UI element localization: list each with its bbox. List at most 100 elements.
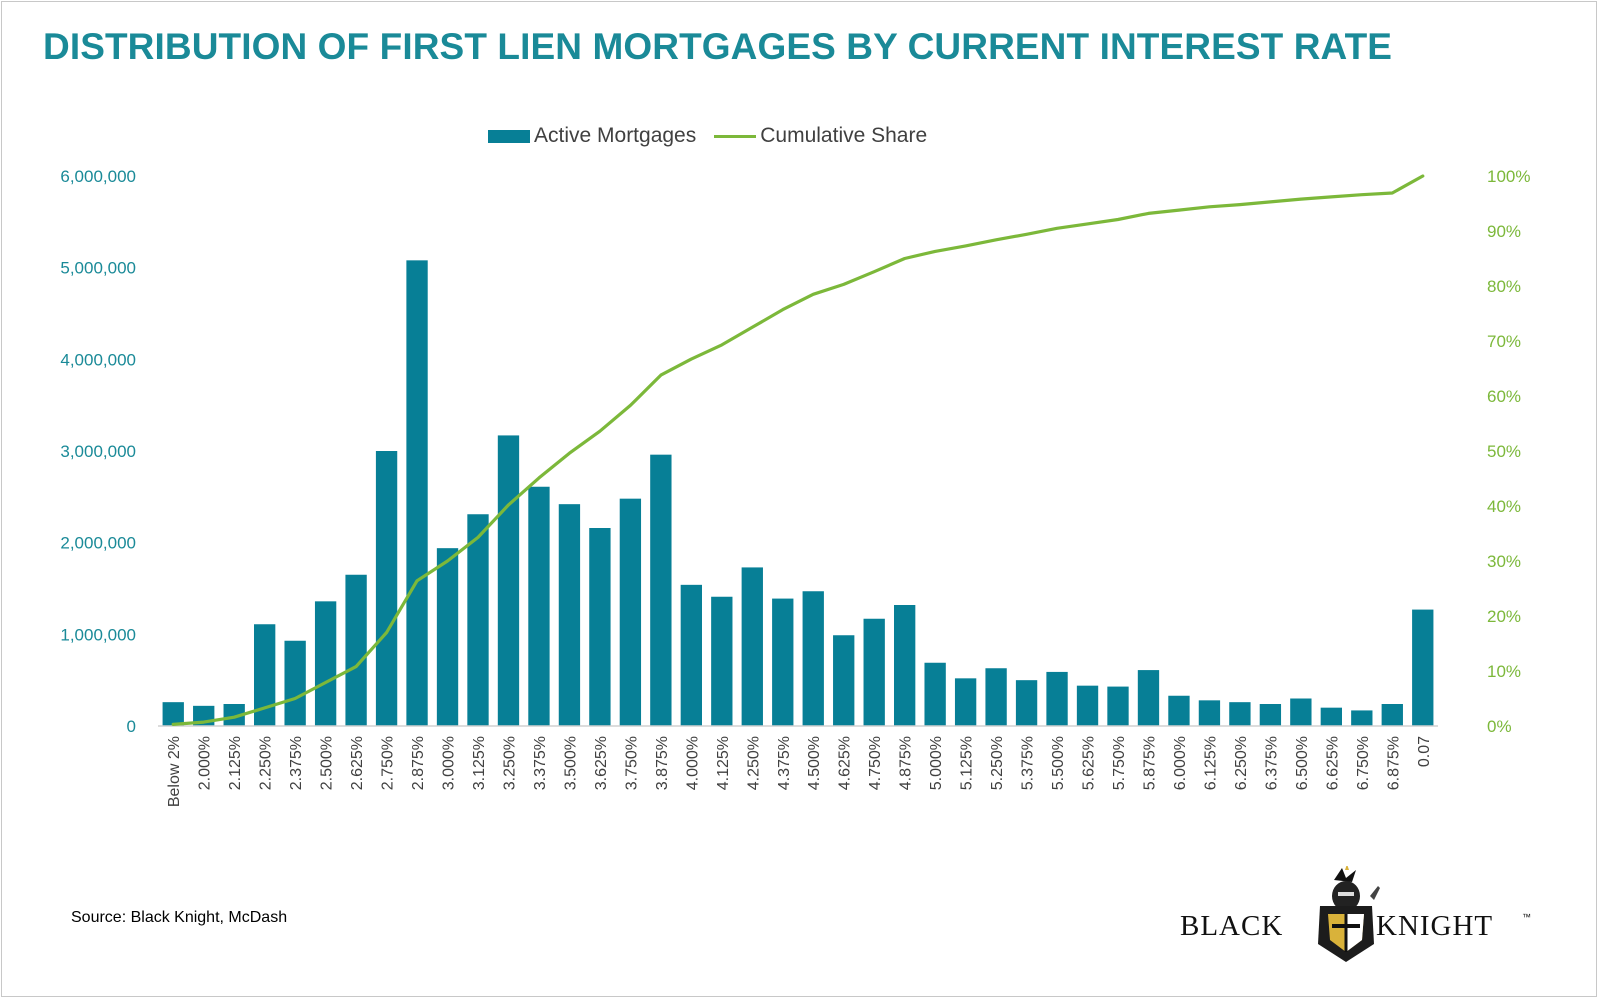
bar <box>467 514 489 726</box>
x-tick-label: 3.000% <box>441 736 458 790</box>
y-right-tick-label: 70% <box>1487 332 1521 351</box>
legend: Active Mortgages Cumulative Share <box>488 121 945 151</box>
legend-label-active-mortgages: Active Mortgages <box>534 124 697 147</box>
cumulative-share-line <box>171 174 1425 727</box>
bar <box>772 598 794 726</box>
x-tick-label: 5.000% <box>928 736 945 790</box>
bar <box>497 435 520 726</box>
x-tick-label: 6.125% <box>1202 736 1219 790</box>
bar <box>558 504 581 726</box>
y-right-tick-label: 0% <box>1487 717 1512 736</box>
x-tick-label: 3.750% <box>623 736 640 790</box>
x-tick-label: 0.07 <box>1416 736 1433 767</box>
bar <box>1229 702 1251 726</box>
bar <box>314 601 337 726</box>
x-tick-label: 3.500% <box>562 736 579 790</box>
bar <box>1076 685 1099 726</box>
legend-item-active-mortgages: Active Mortgages <box>488 124 696 148</box>
y-right-tick-label: 50% <box>1487 442 1521 461</box>
bar <box>406 260 428 726</box>
bar <box>223 704 245 726</box>
x-tick-label: 5.125% <box>959 736 976 790</box>
x-tick-label: 6.375% <box>1263 736 1280 790</box>
y-right-tick-label: 20% <box>1487 607 1521 626</box>
x-tick-label: 5.500% <box>1050 736 1067 790</box>
bar <box>894 605 916 726</box>
bar <box>1107 686 1129 726</box>
bar <box>589 528 611 726</box>
bar <box>1046 671 1068 726</box>
x-tick-label: 6.250% <box>1233 736 1250 790</box>
x-tick-label: 6.625% <box>1324 736 1341 790</box>
x-tick-label: 4.750% <box>867 736 884 790</box>
x-tick-label: 2.625% <box>349 736 366 790</box>
x-tick-label: 2.750% <box>380 736 397 790</box>
bar <box>284 640 306 726</box>
y-left-tick-label: 4,000,000 <box>60 350 136 369</box>
x-tick-label: 5.250% <box>989 736 1006 790</box>
x-tick-label: 5.625% <box>1081 736 1098 790</box>
x-tick-label: 3.375% <box>532 736 549 790</box>
bar <box>711 596 733 726</box>
bar <box>680 584 702 726</box>
bar <box>1412 609 1434 726</box>
logo-word-left: BLACK <box>1180 910 1284 942</box>
bar <box>985 668 1007 726</box>
x-tick-label: 5.375% <box>1020 736 1037 790</box>
logo-trademark: ™ <box>1522 912 1531 922</box>
y-right-tick-label: 10% <box>1487 662 1521 681</box>
bar <box>833 635 855 726</box>
bar <box>1320 707 1342 726</box>
x-tick-label: 5.750% <box>1111 736 1128 790</box>
y-right-tick-label: 60% <box>1487 387 1521 406</box>
legend-swatch-line <box>714 134 757 138</box>
y-left-tick-label: 3,000,000 <box>60 442 136 461</box>
source-note: Source: Black Knight, McDash <box>71 909 288 926</box>
bar <box>1198 700 1221 726</box>
bar <box>741 567 763 726</box>
y-right-tick-label: 90% <box>1487 222 1521 241</box>
x-tick-label: 2.250% <box>258 736 275 790</box>
bar <box>1259 704 1282 726</box>
legend-label-cumulative-share: Cumulative Share <box>760 124 928 147</box>
y-left-tick-label: 0 <box>127 717 136 736</box>
bar <box>254 624 276 726</box>
x-tick-label: 4.250% <box>745 736 762 790</box>
bar <box>375 451 398 726</box>
x-tick-label: 6.875% <box>1385 736 1402 790</box>
y-right-tick-label: 100% <box>1487 167 1530 186</box>
y-left-tick-label: 5,000,000 <box>60 259 136 278</box>
x-tick-label: 6.500% <box>1294 736 1311 790</box>
x-tick-label: 4.500% <box>806 736 823 790</box>
x-tick-label: 4.875% <box>898 736 915 790</box>
y-left-tick-label: 2,000,000 <box>60 534 136 553</box>
bar <box>802 591 824 726</box>
bar <box>528 486 550 726</box>
black-knight-logo: BLACK KNIGHT ™ <box>1180 866 1540 966</box>
bar <box>436 548 459 726</box>
chart-title: DISTRIBUTION OF FIRST LIEN MORTGAGES BY … <box>43 26 1393 67</box>
x-tick-label: Below 2% <box>166 736 183 807</box>
bar <box>863 618 885 726</box>
bar <box>1381 704 1403 726</box>
bar <box>1137 670 1160 726</box>
bar <box>1351 710 1373 726</box>
bar <box>924 662 946 726</box>
x-tick-label: 2.875% <box>410 736 427 790</box>
x-tick-label: 4.625% <box>837 736 854 790</box>
x-tick-label: 6.000% <box>1172 736 1189 790</box>
knight-icon <box>1318 866 1380 962</box>
legend-item-cumulative-share: Cumulative Share <box>714 124 927 148</box>
x-tick-label: 4.125% <box>715 736 732 790</box>
x-tick-label: 6.750% <box>1355 736 1372 790</box>
y-left-tick-label: 6,000,000 <box>60 167 136 186</box>
x-tick-label: 2.000% <box>197 736 214 790</box>
bar <box>650 454 672 726</box>
logo-word-right: KNIGHT <box>1376 910 1494 942</box>
x-tick-label: 3.625% <box>593 736 610 790</box>
bar <box>345 574 367 726</box>
legend-swatch-bar <box>488 129 530 143</box>
bar <box>619 498 642 726</box>
